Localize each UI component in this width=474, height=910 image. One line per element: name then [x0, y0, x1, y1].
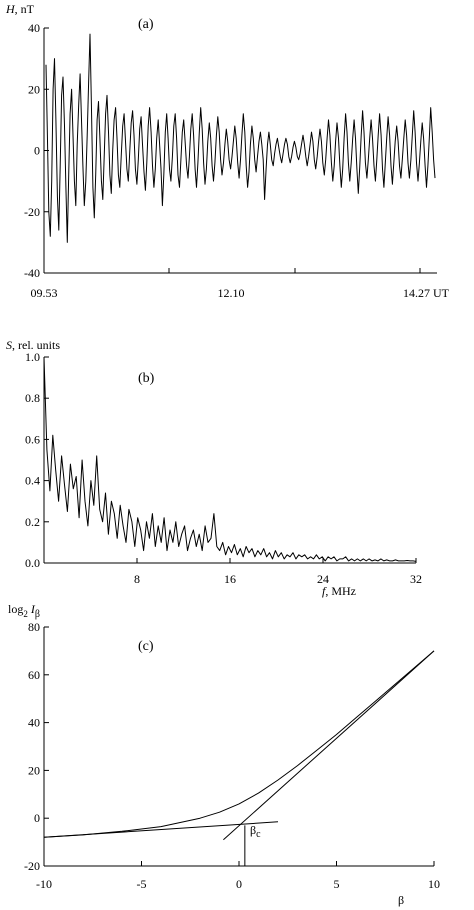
panel-a-y-tick-label: 40 [28, 21, 40, 35]
panel-b-trace [43, 356, 417, 562]
panel-a-y-axis-label: H, nT [5, 2, 35, 16]
panel-b-y-tick-label: 0.6 [25, 432, 40, 446]
panel-b-y-ticks: 0.0 0.2 0.4 0.6 0.8 1.0 [25, 350, 49, 570]
panel-a: -40 -20 0 20 40 09.53 12.10 14.27 UT H, nT (a) [5, 2, 450, 300]
panel-b: 0.0 0.2 0.4 0.6 0.8 1.0 8 16 24 32 S, rel. units… [6, 338, 422, 598]
panel-a-x-tick-label: 14.27 UT [403, 286, 450, 300]
panel-c-label: (c) [138, 639, 154, 654]
panel-a-x-ticks: 09.53 12.10 14.27 UT [31, 268, 450, 300]
panel-b-x-tick-label: 8 [134, 572, 140, 586]
panel-a-label: (a) [138, 17, 154, 32]
panel-b-x-axis-label-symbol: f [322, 584, 327, 598]
panel-b-y-axis-label: S, rel. units [6, 338, 60, 352]
panel-c-y-axis-label-sub2: 2 [23, 609, 28, 619]
panel-b-y-tick-label: 1.0 [25, 350, 40, 364]
panel-c-x-ticks: -10 -5 0 5 10 [36, 861, 440, 891]
panel-c-y-axis-label-beta: β [35, 609, 40, 620]
panel-c-x-tick-label: 10 [428, 877, 440, 891]
panel-c-x-tick-label: 5 [334, 877, 340, 891]
panel-a-y-axis-label-symbol: H [5, 2, 16, 16]
panel-c-x-tick-label: -10 [36, 877, 52, 891]
panel-a-y-tick-label: 0 [34, 144, 40, 158]
panel-b-x-tick-label: 24 [317, 572, 329, 586]
panel-c-low-asymptote [43, 821, 279, 838]
panel-b-x-tick-label: 32 [410, 572, 422, 586]
panel-a-y-axis-label-unit: , nT [15, 2, 35, 16]
panel-b-y-tick-label: 0.4 [25, 474, 40, 488]
panel-c-beta-c-annotation: βc [250, 823, 261, 840]
panel-a-y-tick-label: 20 [28, 82, 40, 96]
panel-c-beta-c-main: β [250, 823, 256, 837]
panel-c-y-tick-label: 80 [28, 620, 40, 634]
panel-c-beta-c-sub: c [256, 829, 261, 840]
panel-c-y-tick-label: 0 [34, 811, 40, 825]
panel-c-y-tick-label: -20 [24, 859, 40, 873]
panel-c-y-axis-label-log: log [8, 602, 23, 616]
panel-b-x-ticks: 8 16 24 32 [134, 558, 422, 586]
panel-c-y-tick-label: 20 [28, 763, 40, 777]
panel-c-y-axis-label-i: I [28, 602, 36, 616]
panel-b-x-tick-label: 16 [224, 572, 236, 586]
panel-a-y-tick-label: -20 [24, 205, 40, 219]
panel-a-y-tick-label: -40 [24, 266, 40, 280]
panel-a-x-tick-label: 12.10 [218, 286, 245, 300]
panel-c-y-tick-label: 60 [28, 668, 40, 682]
panel-c-x-tick-label: -5 [137, 877, 147, 891]
panel-c-x-axis-label: β [398, 893, 404, 907]
panel-b-x-axis-label-unit: , MHz [325, 584, 356, 598]
panel-b-y-tick-label: 0.2 [25, 515, 40, 529]
panel-b-y-axis-label-unit: , rel. units [12, 338, 60, 352]
panel-c-y-ticks: -20 0 20 40 60 80 [24, 620, 49, 873]
panel-b-y-axis-label-symbol: S [6, 338, 12, 352]
panel-a-x-tick-label: 09.53 [31, 286, 58, 300]
panel-a-y-ticks: -40 -20 0 20 40 [24, 21, 49, 280]
panel-b-x-axis-label: f, MHz [322, 584, 356, 598]
panel-b-y-tick-label: 0.0 [25, 556, 40, 570]
panel-a-trace [45, 33, 436, 243]
panel-c-curve [43, 650, 435, 838]
panel-c-y-axis-label: log2 Iβ [8, 602, 40, 620]
panel-b-label: (b) [138, 371, 155, 386]
panel-b-y-tick-label: 0.8 [25, 391, 40, 405]
panel-c-x-tick-label: 0 [236, 877, 242, 891]
panel-c-y-tick-label: 40 [28, 716, 40, 730]
panel-c-high-asymptote [223, 650, 435, 841]
